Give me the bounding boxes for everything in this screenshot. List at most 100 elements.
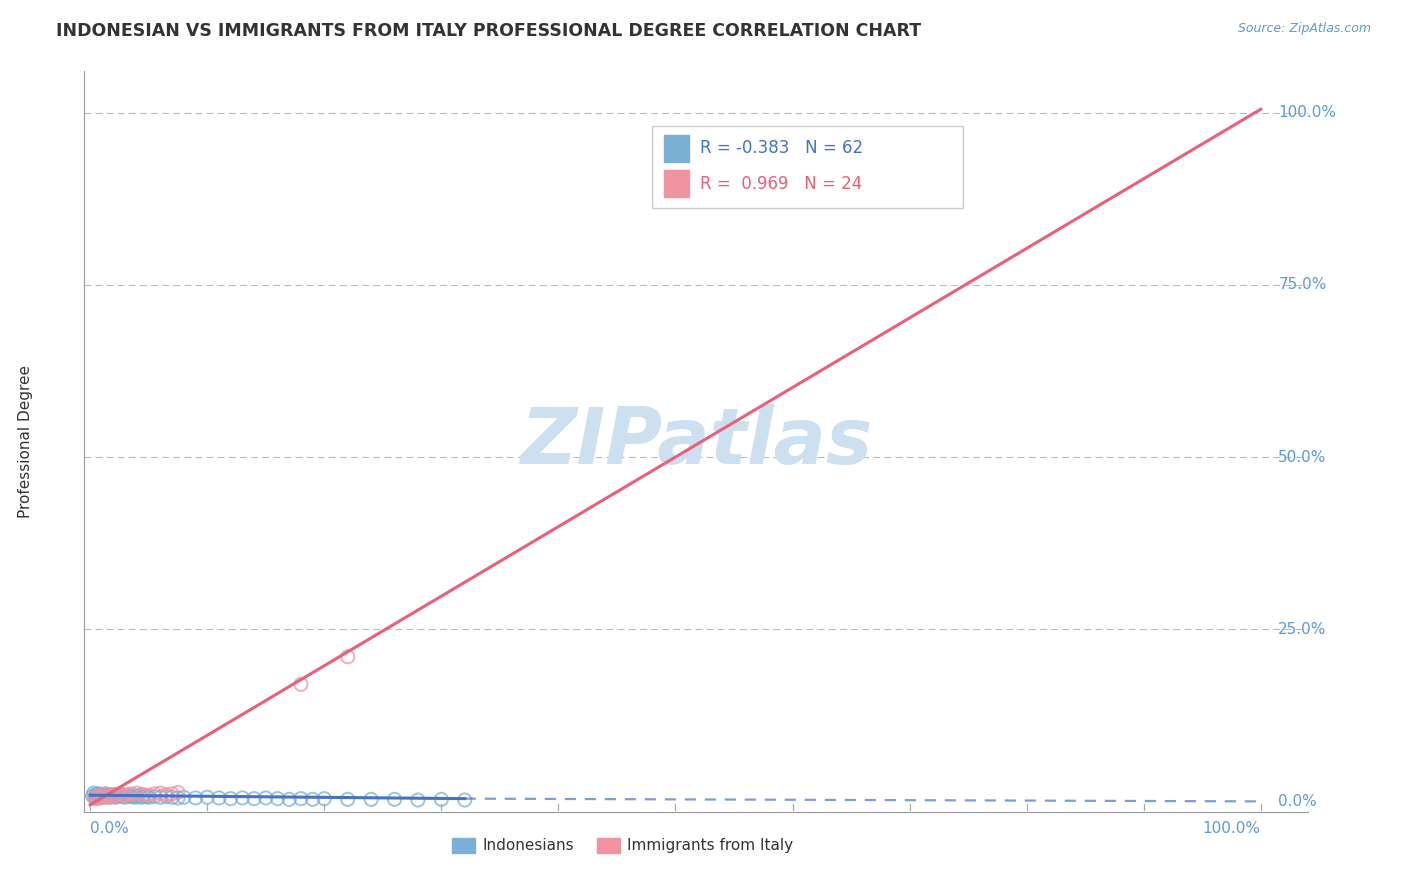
Point [94,787,117,801]
Point [132,788,155,802]
Point [104,789,127,803]
Point [96,789,118,803]
Point [406,793,429,807]
Point [314,791,336,805]
Point [90,788,112,802]
Point [117,788,139,802]
Point [90,788,112,802]
Point [160,790,183,805]
Point [125,789,148,804]
Text: Source: ZipAtlas.com: Source: ZipAtlas.com [1237,22,1371,36]
Point [184,791,207,805]
Point [266,791,288,805]
Text: 0.0%: 0.0% [90,821,129,836]
Legend: Indonesians, Immigrants from Italy: Indonesians, Immigrants from Italy [446,831,800,860]
Point [336,792,359,806]
Point [430,792,453,806]
Point [97,789,120,804]
Point [108,789,131,803]
Point [143,787,166,801]
Point [83,786,105,800]
Point [120,787,142,801]
Point [103,788,125,802]
Point [132,789,155,803]
Text: 100.0%: 100.0% [1202,821,1261,836]
Point [89,791,111,805]
Point [290,677,312,691]
Point [83,790,105,805]
Point [97,788,120,802]
Text: INDONESIAN VS IMMIGRANTS FROM ITALY PROFESSIONAL DEGREE CORRELATION CHART: INDONESIAN VS IMMIGRANTS FROM ITALY PROF… [56,22,921,40]
Point [160,787,183,801]
Point [138,788,160,802]
Point [84,788,107,802]
Point [254,791,277,805]
Point [208,791,231,805]
Point [86,788,108,802]
Point [87,787,110,801]
Point [100,789,122,804]
Point [454,793,477,807]
Point [290,791,312,805]
Point [125,786,148,800]
Point [91,788,114,802]
Point [89,789,111,803]
Point [82,789,104,803]
Point [149,790,172,805]
Text: 0.0%: 0.0% [1278,794,1317,809]
Point [301,792,323,806]
Point [114,789,136,803]
Text: Professional Degree: Professional Degree [18,365,34,518]
Point [384,792,406,806]
Point [167,791,190,805]
Point [100,788,122,802]
Point [278,792,301,806]
Point [135,789,157,804]
Point [128,788,150,802]
Point [173,790,195,805]
Point [111,789,134,804]
Point [107,788,129,802]
Point [121,789,143,803]
Point [124,790,146,805]
Point [90,789,112,804]
Point [149,786,172,800]
Point [219,791,242,805]
Point [104,788,127,802]
Point [98,790,121,805]
Point [111,788,134,802]
Point [97,788,120,802]
Point [103,789,125,804]
Point [86,789,108,804]
Text: 100.0%: 100.0% [1278,105,1336,120]
Text: ZIPatlas: ZIPatlas [520,403,872,480]
Point [93,789,115,803]
Point [167,785,190,799]
Point [231,791,253,805]
Point [108,788,131,802]
Point [101,789,124,803]
Point [104,790,127,805]
Point [243,791,266,805]
Point [138,790,160,805]
Point [84,789,107,804]
Point [195,790,218,805]
Point [131,790,153,805]
Point [96,790,118,805]
Point [118,789,141,804]
Text: R =  0.969   N = 24: R = 0.969 N = 24 [700,175,862,193]
Text: 75.0%: 75.0% [1278,277,1327,293]
Point [155,789,177,804]
Point [114,790,136,805]
Point [87,791,110,805]
Point [143,789,166,804]
Text: R = -0.383   N = 62: R = -0.383 N = 62 [700,139,863,157]
Point [360,792,382,806]
Point [83,791,105,805]
Point [111,788,134,802]
Text: 50.0%: 50.0% [1278,450,1327,465]
Text: 25.0%: 25.0% [1278,622,1327,637]
Point [336,649,359,664]
Point [93,790,115,805]
Point [155,788,177,802]
